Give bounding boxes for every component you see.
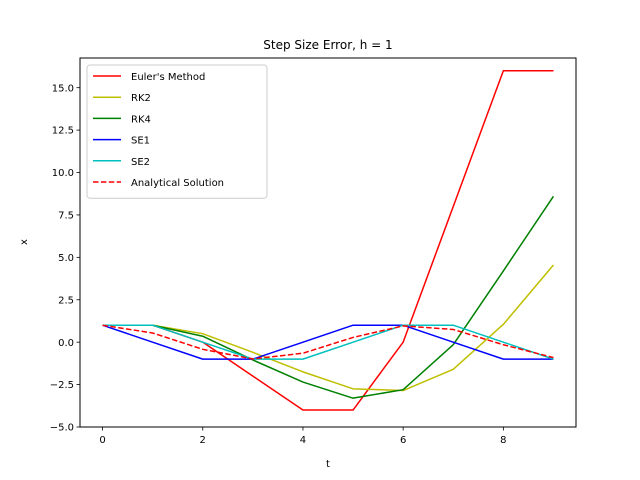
y-tick-label: −5.0 (50, 423, 74, 434)
y-tick-label: −2.5 (50, 380, 74, 391)
y-axis-ticks: −5.0 −2.5 0.0 2.5 5.0 7.5 10.0 12.5 15.0 (50, 83, 80, 434)
legend: Euler's Method RK2 RK4 SE1 SE2 Analytical Sol… (86, 64, 268, 199)
legend-box (86, 64, 268, 199)
series-line-1 (102, 264, 555, 392)
legend-label: RK2 (131, 93, 151, 104)
plot-lines (102, 69, 555, 411)
y-tick-label: 0.0 (58, 338, 74, 349)
y-tick-label: 5.0 (58, 253, 74, 264)
x-tick-label: 0 (99, 435, 105, 446)
x-tick-label: 6 (400, 435, 406, 446)
y-tick-label: 10.0 (52, 168, 74, 179)
y-tick-label: 7.5 (58, 211, 74, 222)
x-tick-label: 2 (200, 435, 206, 446)
y-tick-label: 12.5 (52, 126, 74, 137)
series-line-5 (102, 324, 554, 360)
legend-label: SE2 (131, 157, 150, 168)
legend-label: Analytical Solution (131, 178, 224, 189)
y-tick-label: 2.5 (58, 295, 74, 306)
x-axis-ticks: 0 2 4 6 8 (99, 427, 507, 446)
plot-frame (79, 57, 577, 428)
series-line-3 (102, 324, 554, 360)
legend-label: SE1 (131, 136, 150, 147)
x-tick-label: 8 (500, 435, 506, 446)
series-line-2 (102, 195, 555, 399)
series-line-4 (102, 324, 554, 360)
legend-label: Euler's Method (131, 72, 205, 83)
x-tick-label: 4 (300, 435, 306, 446)
chart-title: Step Size Error, h = 1 (263, 38, 392, 52)
x-axis-label: t (326, 459, 330, 470)
legend-label: RK4 (131, 114, 151, 125)
y-tick-label: 15.0 (52, 83, 74, 94)
y-axis-label: x (19, 239, 30, 245)
